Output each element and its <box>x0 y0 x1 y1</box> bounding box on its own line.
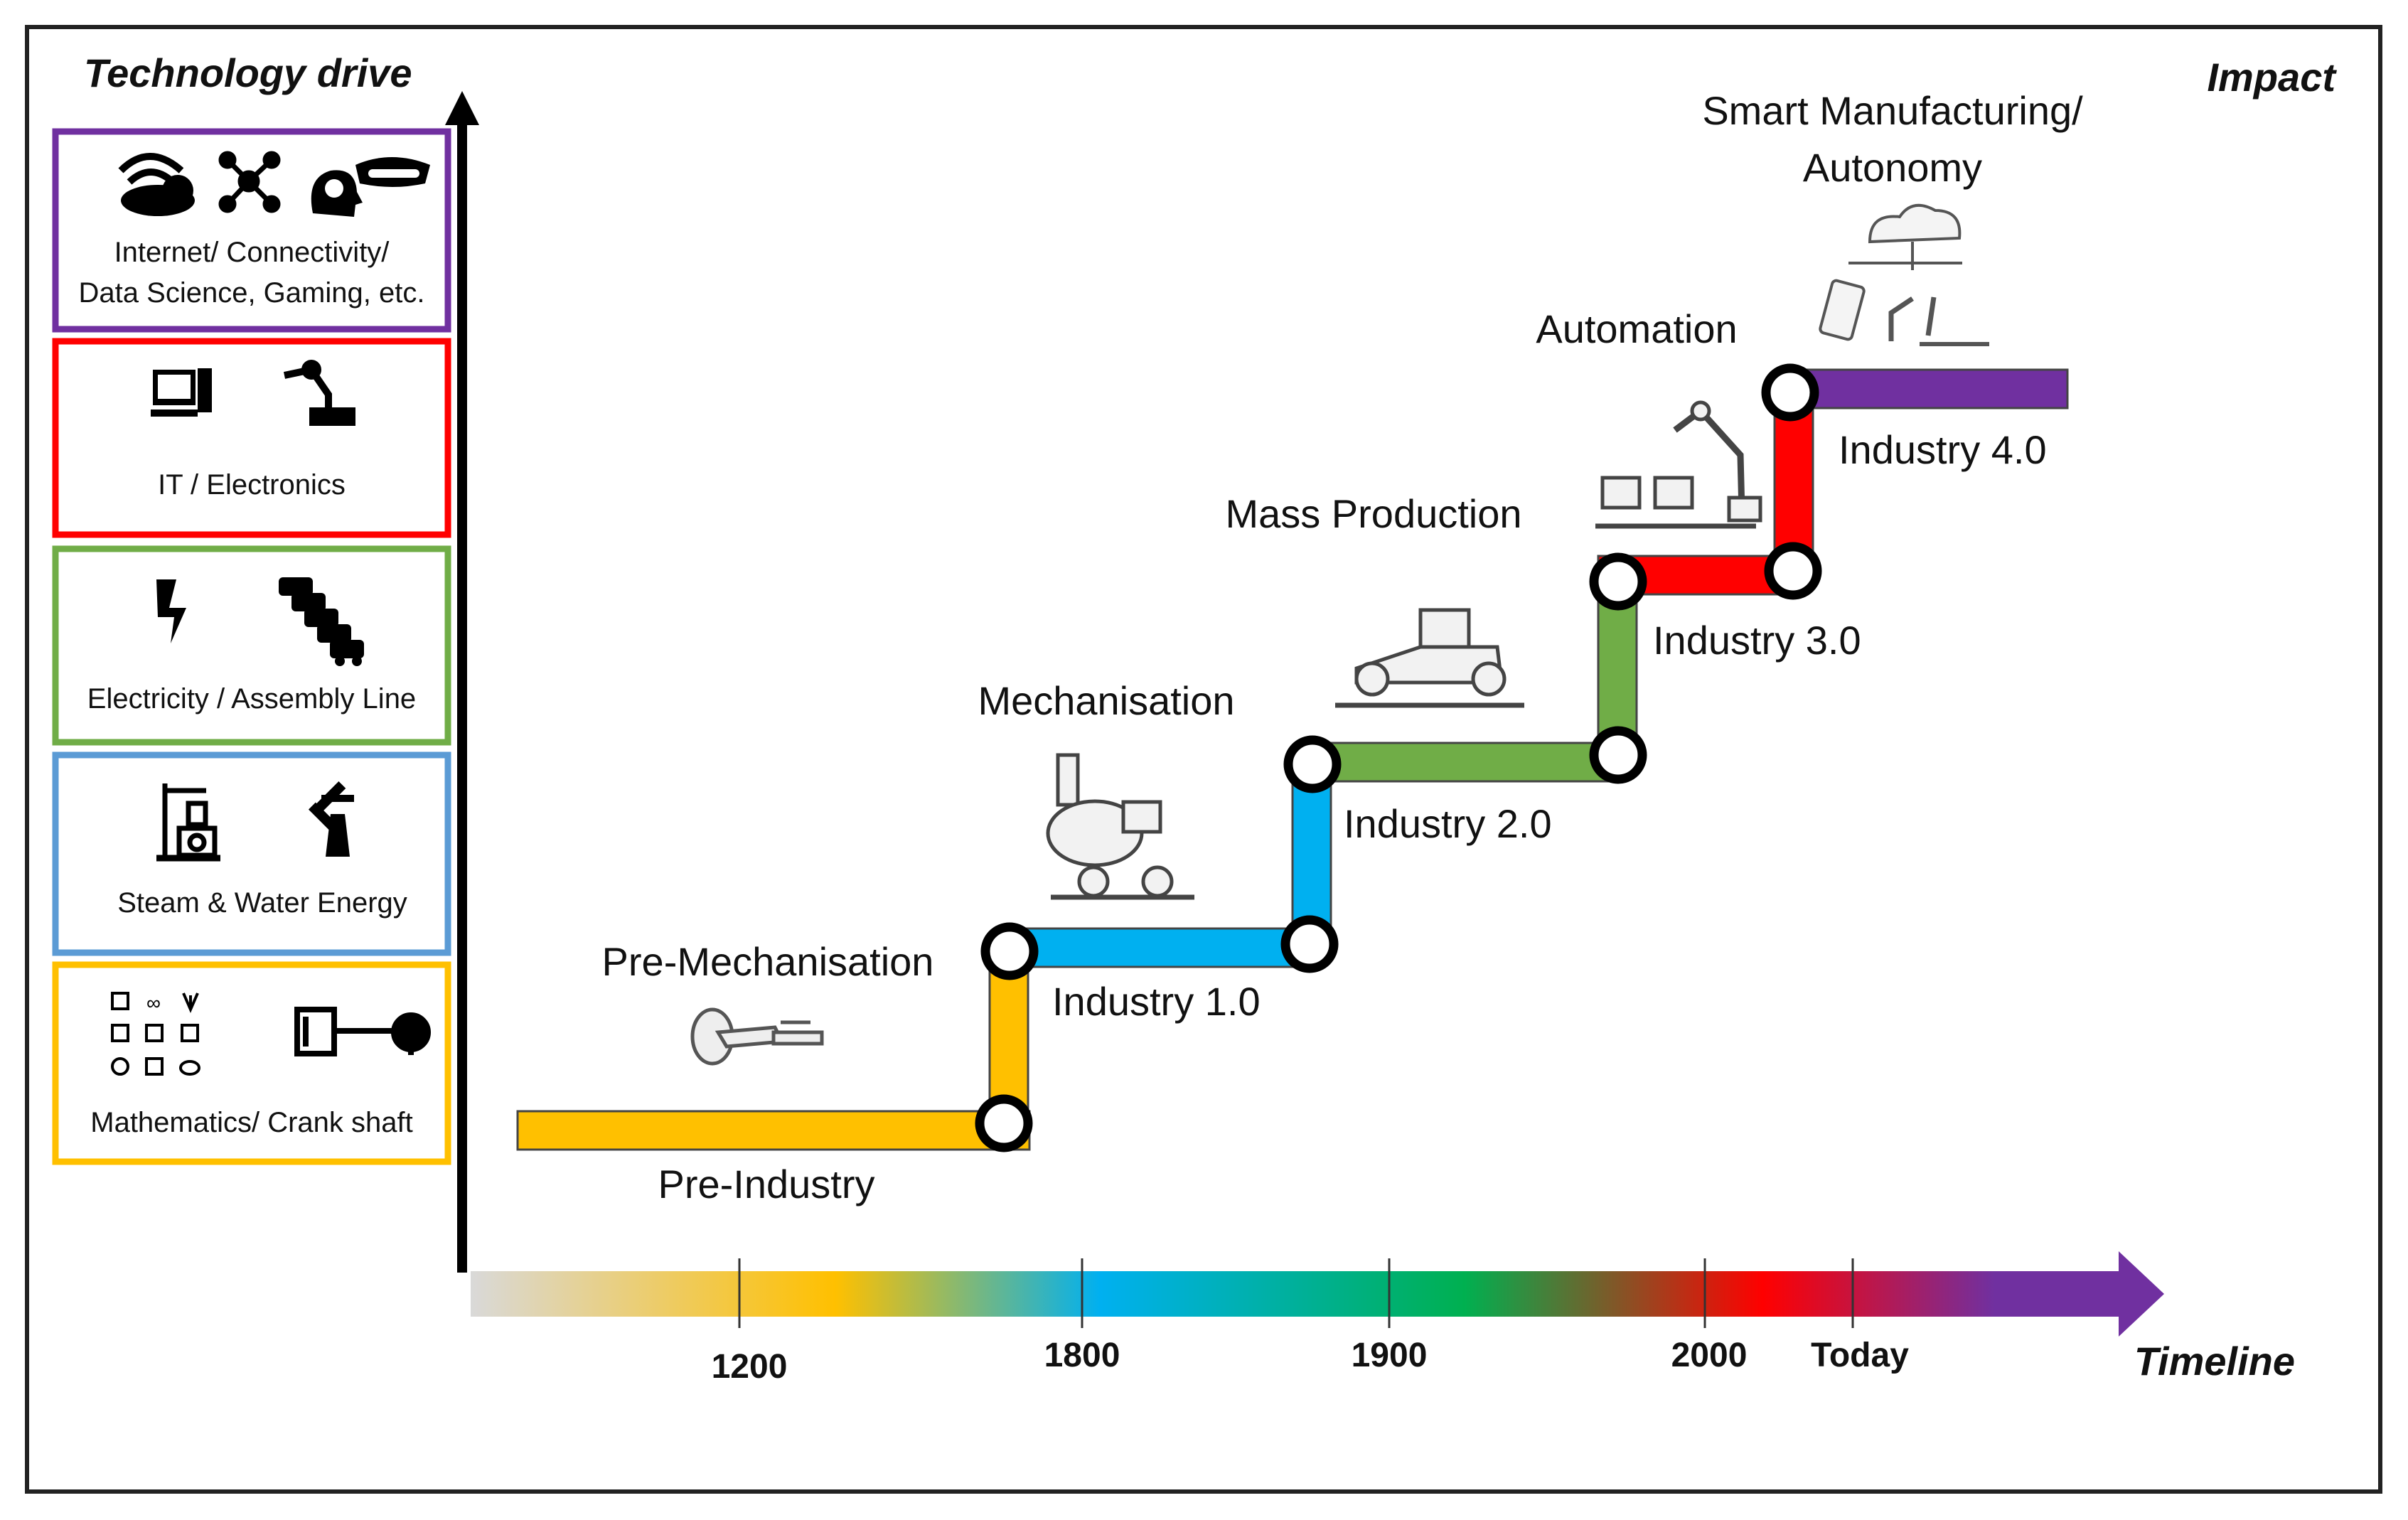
step-node <box>1283 735 1342 793</box>
riser-industry-1 <box>1291 762 1332 944</box>
robot-arm-icon <box>283 360 355 426</box>
steam-engine-icon <box>156 783 220 862</box>
timeline-tick-label: 1800 <box>1044 1337 1120 1374</box>
tech-box-internet: Internet/ Connectivity/ Data Science, Ga… <box>52 128 451 333</box>
car-on-line-icon <box>1335 608 1524 708</box>
stage-label-industry-2: Industry 2.0 <box>1344 801 1552 846</box>
era-label-pre-mechanisation: Pre-Mechanisation <box>602 939 934 984</box>
tech-box-steam: Steam & Water Energy <box>52 751 451 956</box>
timeline-tick-label: 1200 <box>712 1348 788 1386</box>
timeline-tick-label: 2000 <box>1671 1337 1748 1374</box>
tech-box-it: IT / Electronics <box>52 338 451 538</box>
timeline-tick-label: 1900 <box>1352 1337 1428 1374</box>
outer-frame <box>25 25 2382 1494</box>
impact-heading: Impact <box>2208 55 2338 100</box>
tech-box-math-label: Mathematics/ Crank shaft <box>90 1107 413 1138</box>
tech-box-math: ∞ Mathematics/ Crank shaft <box>52 961 451 1165</box>
vr-headset-icon <box>355 157 430 187</box>
step-nodes <box>975 363 1822 1152</box>
impact-axis-arrowhead <box>445 91 479 125</box>
step-node <box>980 922 1039 980</box>
network-icon <box>218 151 281 213</box>
computer-icon <box>151 368 212 417</box>
svg-text:∞: ∞ <box>146 992 161 1014</box>
timeline-arrowhead <box>2119 1251 2164 1337</box>
technology-drive-heading: Technology drive <box>84 50 412 95</box>
era-label-smart-manufacturing-line1: Smart Manufacturing/ <box>1702 88 2083 133</box>
step-node <box>1280 915 1339 973</box>
brain-head-icon <box>311 170 363 217</box>
stage-label-industry-4: Industry 4.0 <box>1839 427 2047 472</box>
stage-label-industry-1: Industry 1.0 <box>1052 979 1261 1024</box>
tech-box-internet-line1: Internet/ Connectivity/ <box>114 237 390 268</box>
era-label-mass-production: Mass Production <box>1225 491 1521 536</box>
step-node <box>1589 726 1647 784</box>
tech-box-electricity: Electricity / Assembly Line <box>52 545 451 746</box>
era-label-mechanisation: Mechanisation <box>978 678 1234 723</box>
stage-label-pre-industry: Pre-Industry <box>658 1162 875 1206</box>
stage-bar-industry-2 <box>1312 742 1622 783</box>
windmill-icon <box>308 781 354 857</box>
era-label-automation: Automation <box>1536 306 1737 351</box>
step-node <box>1589 552 1647 611</box>
lightning-icon <box>156 579 186 643</box>
math-symbols-icon: ∞ <box>111 992 200 1076</box>
step-node <box>1764 542 1822 600</box>
wifi-cloud-icon <box>118 153 195 216</box>
timeline-bar <box>471 1271 2127 1317</box>
stage-bar-pre-industry <box>516 1110 1031 1151</box>
tech-box-it-label: IT / Electronics <box>158 469 346 501</box>
stage-bar-industry-1 <box>1007 927 1312 968</box>
timeline-heading: Timeline <box>2134 1339 2295 1383</box>
stage-bar-industry-4 <box>1790 368 2069 410</box>
steam-locomotive-icon <box>1046 753 1194 900</box>
tech-box-steam-label: Steam & Water Energy <box>117 887 407 919</box>
crank-shaft-icon <box>294 1007 431 1056</box>
timeline-tick-marks <box>738 1258 1854 1328</box>
tech-box-internet-line2: Data Science, Gaming, etc. <box>79 277 425 309</box>
stage-label-industry-3: Industry 3.0 <box>1653 618 1861 663</box>
era-label-smart-manufacturing-line2: Autonomy <box>1803 145 1982 190</box>
pulley-lever-icon <box>690 1007 824 1066</box>
tech-box-electricity-label: Electricity / Assembly Line <box>87 683 416 714</box>
step-node <box>1761 363 1819 422</box>
step-node <box>975 1094 1033 1152</box>
robot-arm-boxes-icon <box>1595 400 1762 529</box>
timeline-tick-label: Today <box>1811 1337 1909 1374</box>
cloud-factory-icon <box>1819 203 1989 346</box>
cars-line-icon <box>279 577 364 666</box>
